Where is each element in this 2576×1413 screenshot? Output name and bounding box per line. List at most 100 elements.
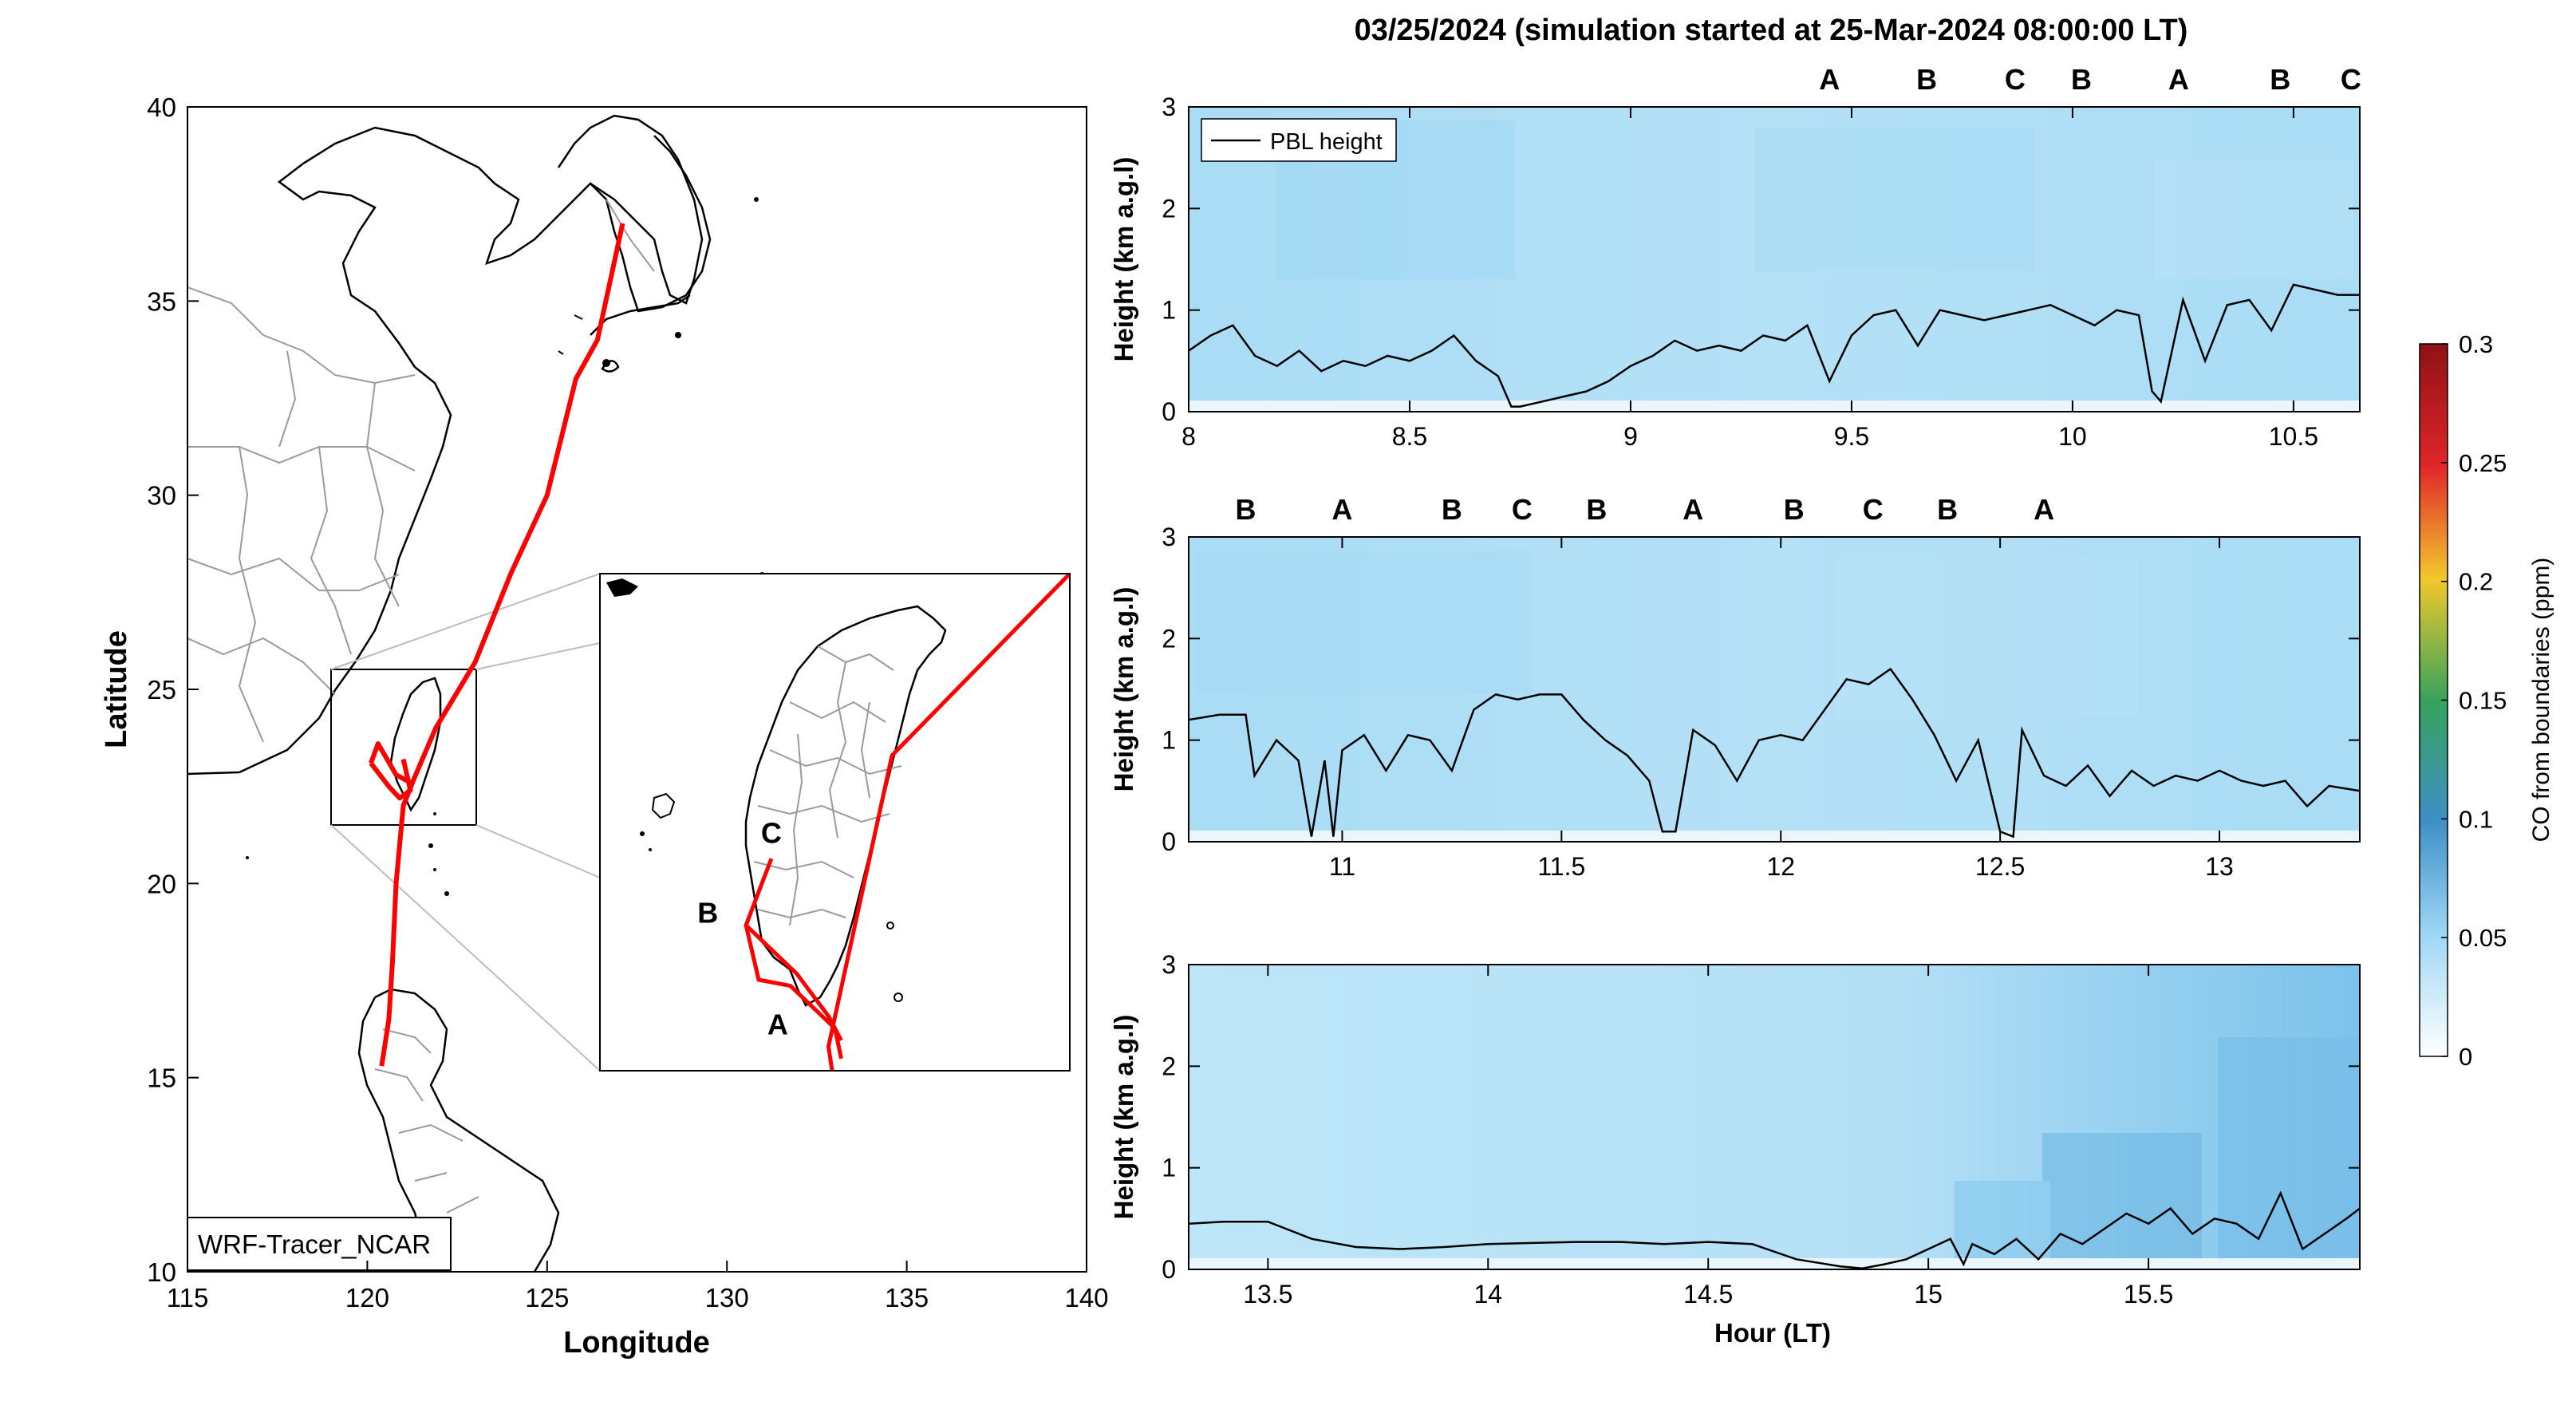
panel-1: 8 8.5 9 9.5 10 10.5 0 1 2 3 A B C B A B C Height (km a… <box>1109 63 2361 451</box>
map-tracks <box>369 223 625 1067</box>
x-tick-label: 9.5 <box>1834 422 1869 451</box>
site-marker-c: C <box>1512 493 1533 526</box>
panel-2-field <box>1189 537 2360 842</box>
model-label: WRF-Tracer_NCAR <box>198 1229 431 1259</box>
inset-tracks <box>744 574 1070 1071</box>
luzon-provinces <box>374 1028 479 1214</box>
site-marker-a: A <box>1331 493 1352 526</box>
panel-2-pbl-line <box>1189 667 2360 839</box>
panel-1-surface-band <box>1189 401 2360 412</box>
x-tick-label: 12.5 <box>1975 852 2025 881</box>
site-marker-c: C <box>2341 63 2361 96</box>
x-tick-label: 8.5 <box>1392 422 1427 451</box>
x-tick-label: 12 <box>1766 852 1795 881</box>
x-tick-label: 13.5 <box>1243 1280 1292 1308</box>
colorbar-tick-label: 0.05 <box>2459 924 2507 952</box>
map-y-tick-label: 40 <box>147 93 176 122</box>
map-x-tick-label: 140 <box>1064 1283 1108 1312</box>
model-label-box <box>187 1217 452 1271</box>
map-x-ticks: 115 120 125 130 135 140 <box>167 1261 1109 1312</box>
site-marker-c: C <box>2005 63 2026 96</box>
y-tick-label: 3 <box>1162 523 1176 551</box>
map-x-tick-label: 125 <box>525 1283 569 1312</box>
map-y-axis-label: Latitude <box>100 630 133 748</box>
map-x-tick-label: 120 <box>345 1283 389 1312</box>
panel-3-pbl-line <box>1189 1190 2360 1269</box>
site-marker-b: B <box>1937 493 1958 526</box>
site-marker-b: B <box>1235 493 1256 526</box>
x-tick-label: 9 <box>1623 422 1638 451</box>
panel-3-y-axis-label: Height (km a.g.l) <box>1109 1015 1138 1220</box>
y-tick-label: 2 <box>1162 194 1176 223</box>
inset-map: C B A <box>599 573 1071 1072</box>
inset-track-line <box>826 574 1070 1071</box>
inset-connector-top <box>330 573 601 670</box>
y-tick-label: 2 <box>1162 624 1176 653</box>
x-tick-label: 10 <box>2058 422 2087 451</box>
panel-3-frame <box>1188 964 2361 1270</box>
colorbar-tick-label: 0.2 <box>2459 568 2493 596</box>
site-marker-b: B <box>1784 493 1805 526</box>
colorbar-label: CO from boundaries (ppm) <box>2528 558 2554 843</box>
panel-2-surface-band <box>1189 831 2360 842</box>
y-tick-label: 0 <box>1162 827 1176 856</box>
y-tick-label: 0 <box>1162 397 1176 426</box>
inset-frame <box>599 573 1071 1072</box>
colorbar-tick-label: 0.15 <box>2459 687 2507 715</box>
inset-connector-bottom2 <box>475 824 601 878</box>
panel-3-surface-band <box>1189 1258 2360 1269</box>
colorbar: 0 0.05 0.1 0.15 0.2 0.25 0.3 CO from boundarie… <box>2419 330 2554 1071</box>
panel-2-x-ticks: 11 11.5 12 12.5 13 <box>1329 537 2234 881</box>
site-marker-a: A <box>1682 493 1703 526</box>
y-tick-label: 1 <box>1162 296 1176 325</box>
panel-2-y-axis-label: Height (km a.g.l) <box>1109 587 1138 792</box>
site-marker-b: B <box>1586 493 1607 526</box>
x-tick-label: 13 <box>2205 852 2234 881</box>
map-y-ticks: 10 15 20 25 30 35 40 <box>147 93 199 1287</box>
inset-label-b: B <box>697 897 718 930</box>
colorbar-tick-label: 0.3 <box>2459 330 2493 358</box>
x-tick-label: 11 <box>1329 852 1355 881</box>
colorbar-tick-label: 0 <box>2459 1043 2472 1071</box>
x-tick-label: 14 <box>1473 1280 1502 1308</box>
site-marker-a: A <box>2168 63 2189 96</box>
y-tick-label: 1 <box>1162 726 1176 755</box>
map-x-tick-label: 115 <box>167 1283 209 1312</box>
site-marker-b: B <box>1916 63 1937 96</box>
x-tick-label: 15 <box>1914 1280 1943 1308</box>
y-tick-label: 2 <box>1162 1052 1176 1080</box>
inset-islands <box>606 578 903 1002</box>
inset-connector-bottom <box>330 824 601 1072</box>
y-tick-label: 1 <box>1162 1154 1176 1182</box>
panel-1-y-ticks: 0 1 2 3 <box>1162 93 2360 426</box>
inset-label-a: A <box>767 1008 788 1040</box>
y-tick-label: 3 <box>1162 950 1176 979</box>
panel-1-pbl-line <box>1189 283 2360 408</box>
x-tick-label: 14.5 <box>1683 1280 1733 1308</box>
panel-3-y-ticks: 0 1 2 3 <box>1162 950 2360 1284</box>
map-geography <box>187 114 764 1272</box>
colorbar-tick-label: 0.25 <box>2459 449 2507 477</box>
x-tick-label: 11.5 <box>1537 852 1585 881</box>
panel-1-frame <box>1188 106 2361 412</box>
panel-2-field-texture <box>1197 551 2138 718</box>
inset-connector-top2 <box>475 642 601 670</box>
panel-1-x-ticks: 8 8.5 9 9.5 10 10.5 <box>1181 107 2318 451</box>
panel-2-frame <box>1188 536 2361 843</box>
map-x-tick-label: 130 <box>705 1283 749 1312</box>
map-track-loop <box>369 741 412 785</box>
x-axis-label: Hour (LT) <box>1714 1318 1831 1348</box>
figure-title: 03/25/2024 (simulation started at 25-Mar… <box>1355 14 2188 47</box>
map-y-tick-label: 15 <box>147 1064 176 1093</box>
inset-labels: C B A <box>697 816 788 1040</box>
site-marker-a: A <box>1819 63 1840 96</box>
map-x-axis-label: Longitude <box>563 1326 710 1360</box>
pbl-legend-label: PBL height <box>1270 129 1383 155</box>
y-tick-label: 0 <box>1162 1255 1176 1284</box>
site-marker-b: B <box>2071 63 2092 96</box>
site-marker-b: B <box>2270 63 2290 96</box>
panel-1-y-axis-label: Height (km a.g.l) <box>1109 157 1138 362</box>
korea-coastline <box>590 135 712 313</box>
